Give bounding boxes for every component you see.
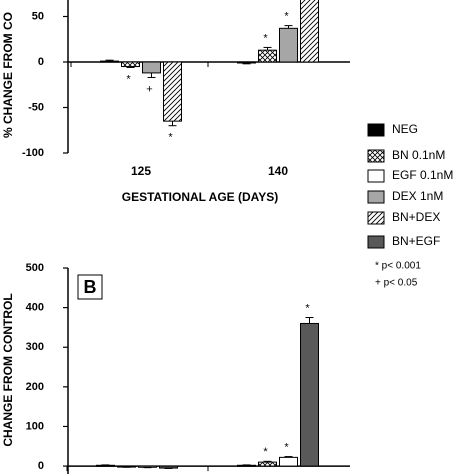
x-axis-label: GESTATIONAL AGE (DAYS) [122,190,278,204]
legend-label: EGF 0.1nM [392,168,453,182]
annotation: * [263,446,268,458]
legend-swatch [367,123,385,137]
bar: BN+DEX [163,61,182,122]
annotation: * [305,302,310,314]
bar: NEG [96,464,115,467]
legend-label: BN 0.1nM [392,148,445,162]
bar: BN+DEX [300,0,319,63]
bar: BN 0.1nM [121,61,140,68]
legend-swatch [367,211,385,225]
bar: NEG [237,61,256,64]
bar: BN+EGF [300,322,319,467]
legend-label: BN+EGF [392,234,440,248]
annotation: * [263,32,268,44]
y-tick-label: -100 [22,147,44,159]
bar: EGF 0.1nM [138,465,157,468]
legend-swatch [367,149,385,163]
panel-label: B [84,277,97,297]
y-axis-label: % CHANGE FROM CO [1,12,15,138]
y-tick-label: 400 [26,302,44,314]
note: * p< 0.001 [375,261,421,272]
y-tick-label: 0 [38,56,44,68]
annotation: * [284,441,289,453]
legend-swatch [367,235,385,249]
y-tick-label: 0 [38,460,44,472]
bar: EGF 0.1nM [279,456,298,467]
annotation: * [168,132,173,144]
bar: BN 0.1nM [258,49,277,63]
annotation: + [146,83,152,95]
bar: DEX 1nM [279,27,298,63]
y-tick-label: 300 [26,341,44,353]
legend-label: BN+DEX [392,210,440,224]
panel-label-box [77,274,103,300]
annotation: * [126,73,131,85]
x-tick-label: 125 [131,164,151,178]
bar: NEG [237,464,256,467]
legend-label: DEX 1nM [392,189,443,203]
y-tick-label: 200 [26,381,44,393]
y-tick-label: -50 [28,101,44,113]
legend-label: NEG [392,122,418,136]
y-tick-label: 100 [26,420,44,432]
bar: BN 0.1nM [258,461,277,467]
bar: DEX 1nM [142,61,161,74]
x-tick-label: 140 [268,164,288,178]
legend-swatch [367,190,385,204]
y-tick-label: 50 [32,10,44,22]
bar: BN+EGF [159,465,178,469]
annotation: * [284,11,289,23]
legend-swatch [367,169,385,183]
bar: NEG [100,60,119,63]
y-axis-label: CHANGE FROM CONTROL [1,293,15,446]
y-tick-label: 500 [26,262,44,274]
note: + p< 0.05 [375,278,418,289]
